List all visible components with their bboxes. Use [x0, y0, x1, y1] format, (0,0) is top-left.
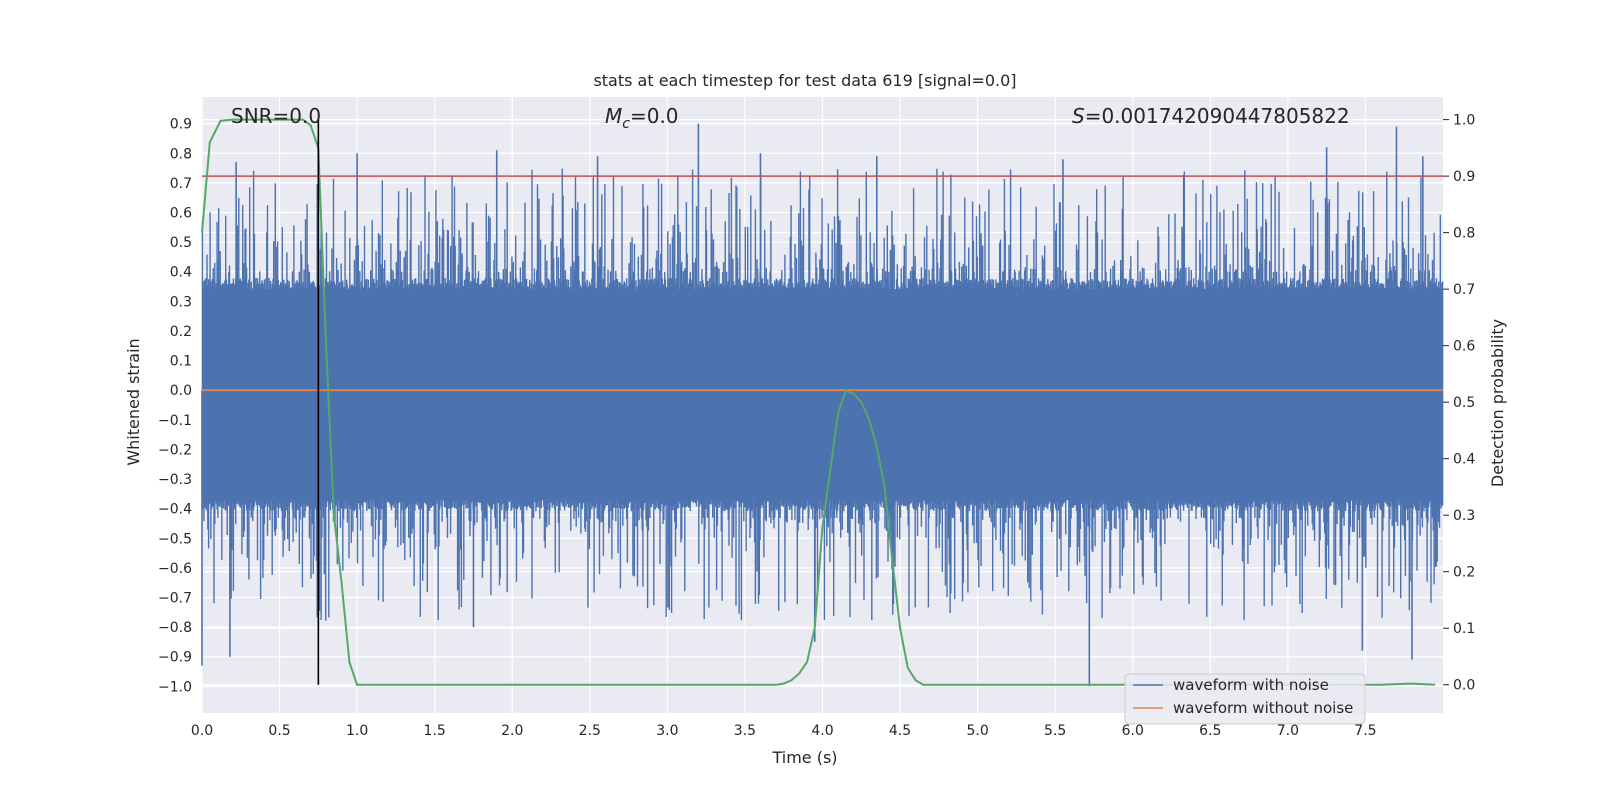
y-right-tick-label: 0.0 — [1453, 678, 1475, 694]
y-right-tick-label: 0.2 — [1453, 565, 1475, 581]
y-left-axis-ticks: 0.9 0.8 0.7 0.6 0.5 0.4 0.3 0.2 0.1 0.0 −0.1 −0.2 −0… — [158, 117, 192, 696]
x-tick-label: 3.0 — [656, 723, 678, 739]
x-tick-label: 3.5 — [734, 723, 756, 739]
y-left-tick-label: 0.8 — [170, 146, 192, 162]
y-right-tick-label: 0.5 — [1453, 395, 1475, 411]
y-right-axis-label: Detection probability — [1488, 319, 1507, 487]
y-right-tick-label: 0.4 — [1453, 452, 1475, 468]
y-left-tick-label: 0.3 — [170, 294, 192, 310]
s-value: =0.001742090447805822 — [1085, 104, 1350, 128]
x-axis-ticks: 0.0 0.5 1.0 1.5 2.0 2.5 3.0 3.5 4.0 4.5 5.0 5.5 6.0 6… — [191, 723, 1377, 739]
y-left-tick-label: −0.9 — [158, 650, 192, 666]
y-left-tick-label: 0.6 — [170, 206, 192, 222]
score-annotation: S=0.001742090447805822 — [1072, 104, 1350, 128]
y-left-tick-label: −0.5 — [158, 531, 192, 547]
legend-label-noise: waveform with noise — [1173, 676, 1329, 694]
y-left-tick-label: 0.7 — [170, 176, 192, 192]
y-left-tick-label: 0.0 — [170, 383, 192, 399]
x-tick-label: 2.0 — [501, 723, 523, 739]
legend: waveform with noise waveform without noi… — [1124, 673, 1366, 725]
x-tick-label: 0.5 — [268, 723, 290, 739]
y-left-axis-label: Whitened strain — [124, 338, 143, 465]
x-axis-label: Time (s) — [771, 748, 837, 767]
x-tick-label: 2.5 — [579, 723, 601, 739]
x-tick-label: 1.5 — [424, 723, 446, 739]
chart-title: stats at each timestep for test data 619… — [593, 71, 1016, 90]
x-tick-label: 7.5 — [1354, 723, 1376, 739]
x-tick-label: 6.0 — [1122, 723, 1144, 739]
s-symbol: S — [1072, 104, 1085, 128]
y-left-tick-label: 0.5 — [170, 235, 192, 251]
detection-probability-line — [201, 118, 1436, 686]
y-left-tick-label: −0.6 — [158, 561, 192, 577]
y-left-tick-label: 0.4 — [170, 265, 192, 281]
y-left-tick-label: −0.8 — [158, 620, 192, 636]
noise-waveform — [201, 123, 1444, 687]
y-left-tick-label: −0.3 — [158, 472, 192, 488]
y-left-tick-label: 0.2 — [170, 324, 192, 340]
x-tick-label: 5.0 — [966, 723, 988, 739]
x-tick-label: 6.5 — [1199, 723, 1221, 739]
mc-subscript: c — [622, 116, 630, 132]
y-left-tick-label: −0.1 — [158, 413, 192, 429]
y-right-tick-label: 0.7 — [1453, 282, 1475, 298]
y-left-tick-label: −1.0 — [158, 679, 192, 695]
x-tick-label: 7.0 — [1277, 723, 1299, 739]
y-left-tick-label: 0.1 — [170, 354, 192, 370]
legend-label-clean: waveform without noise — [1173, 699, 1353, 717]
x-tick-label: 5.5 — [1044, 723, 1066, 739]
mc-symbol: M — [605, 104, 622, 128]
y-right-tick-label: 0.1 — [1453, 621, 1475, 637]
mc-value: =0.0 — [630, 104, 679, 128]
legend-box — [1124, 673, 1366, 725]
snr-annotation: SNR=0.0 — [231, 104, 321, 128]
series-lines — [201, 118, 1443, 686]
y-right-tick-label: 0.3 — [1453, 508, 1475, 524]
x-tick-label: 4.0 — [811, 723, 833, 739]
y-left-tick-label: −0.4 — [158, 502, 192, 518]
x-tick-label: 4.5 — [889, 723, 911, 739]
y-right-tick-label: 1.0 — [1453, 113, 1475, 129]
y-right-tick-label: 0.6 — [1453, 339, 1475, 355]
x-tick-label: 0.0 — [191, 723, 213, 739]
y-left-tick-label: −0.7 — [158, 591, 192, 607]
y-right-axis-ticks: 1.0 0.9 0.8 0.7 0.6 0.5 0.4 0.3 0.2 0.1 0.0 — [1443, 113, 1475, 694]
y-right-tick-label: 0.8 — [1453, 226, 1475, 242]
x-tick-label: 1.0 — [346, 723, 368, 739]
y-left-tick-label: 0.9 — [170, 117, 192, 133]
y-left-tick-label: −0.2 — [158, 442, 192, 458]
chirp-mass-annotation: Mc=0.0 — [605, 104, 679, 132]
y-right-tick-label: 0.9 — [1453, 169, 1475, 185]
